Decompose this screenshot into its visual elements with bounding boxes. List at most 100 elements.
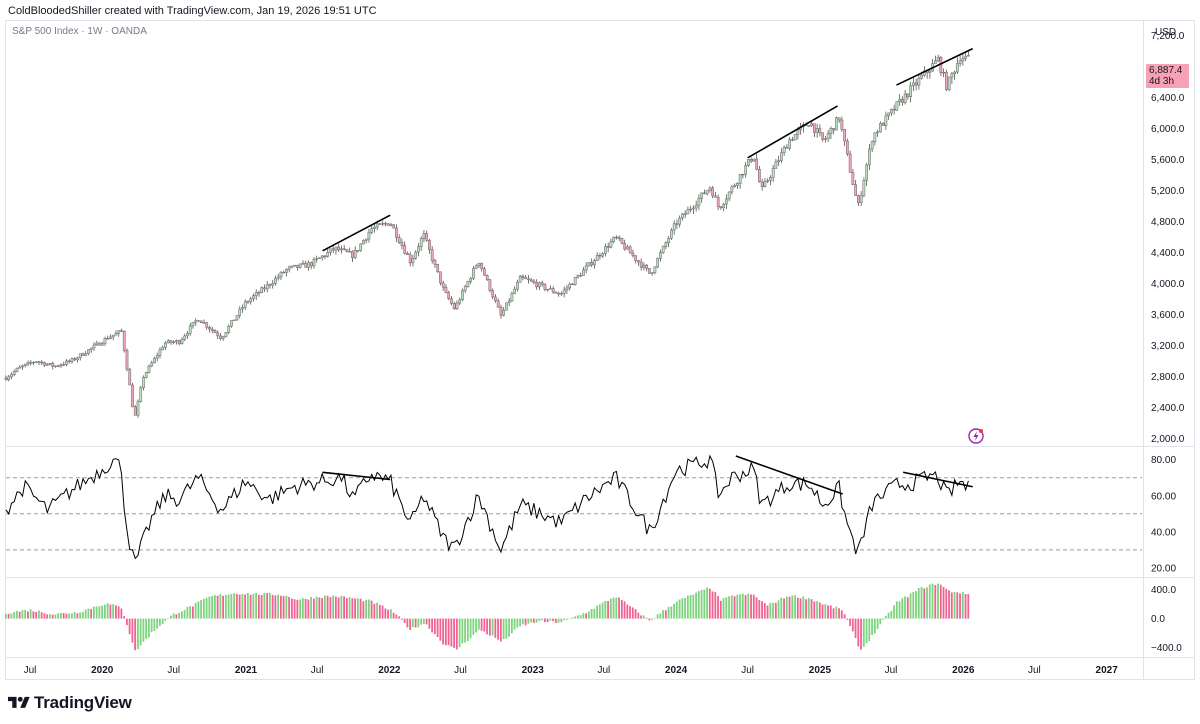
oscillator-bar: [59, 612, 62, 619]
oscillator-bar: [697, 591, 700, 619]
oscillator-bar: [337, 597, 340, 619]
price-candle: [194, 320, 198, 323]
oscillator-bar: [433, 618, 436, 635]
oscillator-bar: [79, 612, 82, 619]
oscillator-bar: [579, 615, 582, 619]
price-candle: [472, 268, 475, 279]
oscillator-bar: [150, 618, 153, 633]
price-candle: [502, 309, 506, 316]
price-candle: [458, 299, 462, 304]
oscillator-bar: [937, 583, 939, 619]
price-candle: [447, 292, 451, 299]
price-candle: [95, 342, 99, 346]
oscillator-bar: [147, 618, 150, 638]
oscillator-bar: [843, 614, 846, 619]
price-candle: [309, 262, 313, 267]
price-candle: [582, 269, 585, 276]
tradingview-logo[interactable]: TradingView: [8, 692, 132, 714]
price-candle: [287, 266, 291, 270]
oscillator-bar: [818, 602, 821, 619]
price-candle: [455, 302, 459, 310]
oscillator-bar: [799, 598, 802, 619]
price-candle: [846, 140, 849, 155]
price-candle: [648, 268, 651, 274]
price-candle: [389, 224, 393, 226]
oscillator-bar: [81, 611, 84, 619]
oscillator-bar: [524, 618, 527, 626]
currency-label[interactable]: USD: [1155, 27, 1177, 38]
price-candle: [384, 223, 387, 225]
oscillator-bar: [645, 617, 648, 619]
price-axis-tick-label: 6,400.0: [1151, 93, 1185, 104]
oscillator-bar: [576, 615, 579, 619]
price-candle: [285, 268, 288, 273]
oscillator-bar: [552, 618, 554, 622]
price-candle: [142, 377, 145, 389]
oscillator-bar: [733, 596, 736, 619]
oscillator-bar: [928, 584, 931, 619]
price-candle: [862, 180, 866, 196]
oscillator-bar: [535, 618, 538, 623]
price-axis-tick-label: 5,600.0: [1151, 155, 1185, 166]
price-candle: [483, 268, 486, 276]
oscillator-bar: [961, 591, 964, 619]
price-candle: [551, 288, 555, 293]
price-candle: [320, 255, 324, 259]
price-candle: [180, 339, 184, 344]
oscillator-bar: [370, 600, 373, 619]
price-candle: [161, 347, 165, 351]
price-candle: [279, 271, 283, 278]
oscillator-bar: [686, 595, 689, 619]
oscillator-bar: [854, 618, 857, 638]
oscillator-bar: [703, 589, 706, 619]
price-candle: [89, 347, 93, 350]
last-price-value: 6,887.4: [1149, 65, 1183, 76]
price-candle: [782, 147, 786, 153]
price-candle: [961, 58, 965, 62]
price-candle: [538, 282, 541, 288]
oscillator-bar: [400, 618, 403, 620]
price-candle: [298, 263, 302, 268]
oscillator-bar: [950, 592, 953, 619]
price-candle: [928, 70, 932, 73]
price-candle: [87, 349, 90, 354]
oscillator-bar: [513, 618, 516, 630]
price-candle: [65, 360, 68, 365]
oscillator-bar: [626, 604, 629, 619]
oscillator-bar: [178, 612, 181, 619]
oscillator-bar: [191, 606, 194, 619]
price-candle: [136, 401, 140, 416]
lightning-alert-icon[interactable]: [968, 428, 984, 444]
price-candle: [221, 336, 225, 339]
price-candle: [474, 265, 478, 269]
oscillator-bar: [227, 594, 230, 619]
price-candle: [403, 245, 407, 254]
oscillator-bar: [422, 618, 425, 625]
time-axis-label: 2025: [809, 665, 832, 676]
price-candle: [370, 228, 374, 233]
oscillator-bar: [244, 594, 247, 619]
price-candle: [122, 330, 126, 351]
symbol-title[interactable]: S&P 500 Index · 1W · OANDA: [12, 26, 147, 37]
oscillator-bar: [216, 595, 219, 619]
price-candle: [400, 242, 404, 246]
oscillator-bar: [791, 595, 794, 619]
oscillator-bar: [598, 604, 601, 619]
price-candle: [340, 248, 343, 251]
oscillator-bar: [233, 593, 236, 619]
price-candle: [953, 71, 956, 74]
price-candle: [208, 326, 211, 330]
oscillator-bar: [73, 611, 76, 619]
oscillator-bar: [887, 612, 890, 619]
price-candle: [755, 158, 759, 170]
price-candle: [870, 141, 874, 150]
oscillator-bar: [145, 618, 148, 640]
price-candle: [213, 330, 217, 334]
oscillator-bar: [882, 618, 884, 620]
oscillator-bar: [332, 595, 335, 619]
price-candle: [241, 307, 244, 310]
oscillator-bar: [788, 596, 791, 619]
oscillator-bar: [403, 618, 406, 624]
oscillator-bar: [205, 597, 208, 619]
